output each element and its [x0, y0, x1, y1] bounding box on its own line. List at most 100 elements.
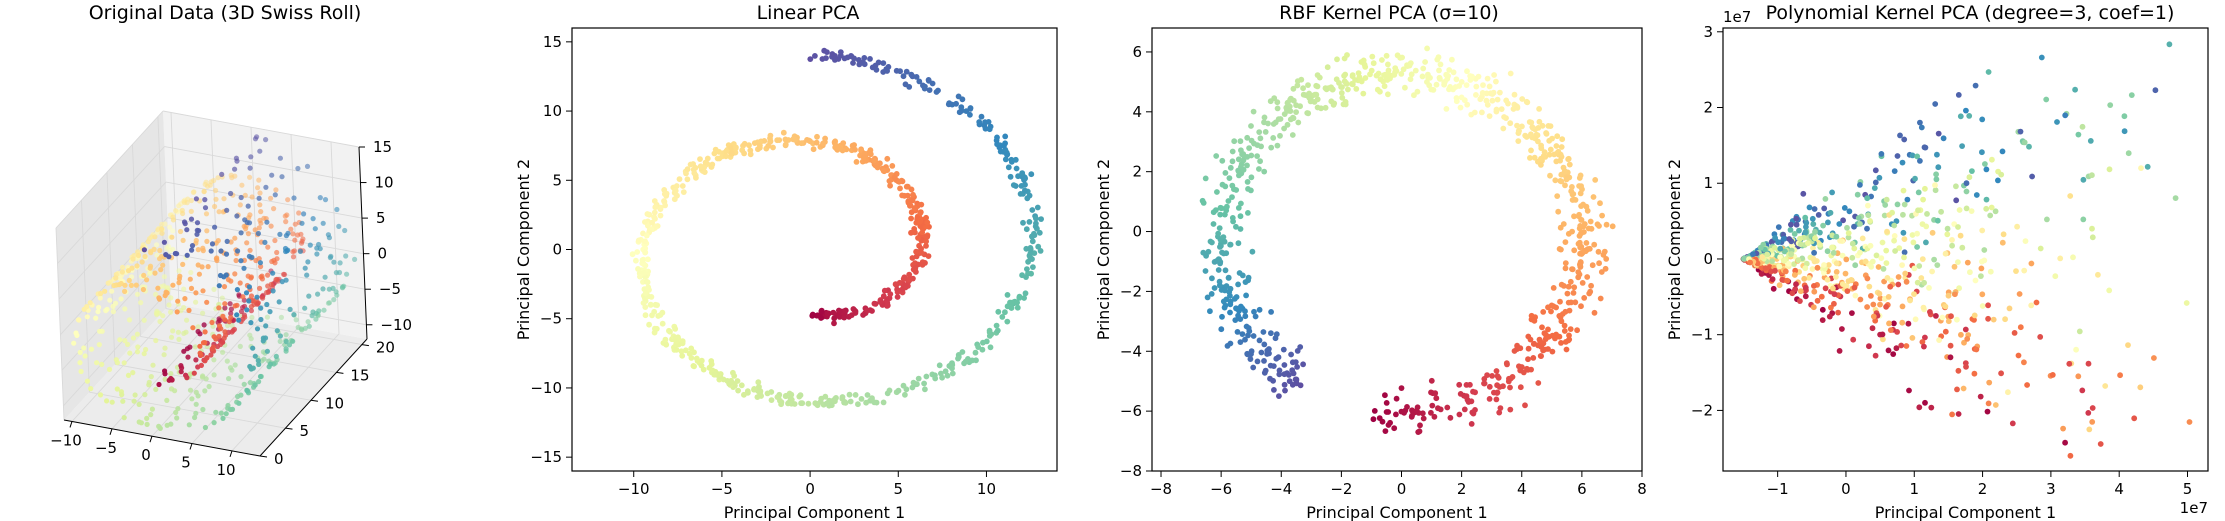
- data-point: [1324, 64, 1331, 71]
- data-point: [1224, 203, 1230, 210]
- data-point: [312, 226, 318, 232]
- data-point: [1963, 188, 1970, 195]
- data-point: [780, 129, 787, 136]
- data-point: [2024, 382, 2030, 388]
- data-point: [1839, 252, 1846, 259]
- data-point: [652, 215, 658, 222]
- data-point: [1538, 162, 1544, 168]
- data-point: [1550, 285, 1557, 291]
- data-point: [2086, 426, 2093, 433]
- data-point: [1370, 60, 1377, 67]
- data-point: [1220, 234, 1227, 241]
- data-point: [306, 293, 312, 299]
- data-point: [263, 137, 269, 143]
- data-point: [127, 350, 133, 356]
- data-point: [172, 250, 178, 257]
- data-point: [1985, 69, 1992, 75]
- data-point: [99, 361, 105, 367]
- data-point: [1494, 382, 1500, 389]
- data-point: [908, 215, 914, 222]
- data-point: [1562, 239, 1569, 246]
- data-point: [1586, 245, 1593, 252]
- data-point: [1963, 363, 1969, 370]
- data-point: [1964, 336, 1971, 342]
- data-point: [1570, 191, 1577, 197]
- data-point: [1245, 210, 1251, 216]
- data-point: [1202, 268, 1209, 274]
- data-point: [274, 249, 280, 256]
- data-point: [662, 202, 668, 209]
- data-point: [2080, 176, 2087, 183]
- data-point: [1878, 255, 1885, 261]
- data-point: [1271, 95, 1278, 102]
- data-point: [221, 284, 228, 290]
- data-point: [1955, 367, 1962, 374]
- data-point: [258, 274, 264, 280]
- data-point: [1602, 265, 1609, 272]
- data-point: [1864, 195, 1871, 202]
- data-point: [197, 343, 203, 349]
- data-point: [1557, 224, 1564, 231]
- data-point: [1257, 158, 1263, 165]
- data-point: [978, 113, 985, 120]
- data-point: [189, 247, 195, 253]
- data-point: [2085, 410, 2092, 416]
- data-point: [999, 314, 1006, 320]
- data-point: [1981, 257, 1988, 264]
- data-point: [1028, 171, 1035, 178]
- data-point: [1497, 89, 1503, 96]
- data-point: [1274, 142, 1281, 149]
- data-point: [1515, 138, 1522, 145]
- data-point: [2014, 223, 2020, 230]
- data-point: [642, 290, 649, 296]
- data-point: [938, 370, 944, 377]
- data-point: [188, 197, 194, 204]
- data-point: [757, 142, 763, 149]
- data-point: [75, 317, 82, 323]
- data-point: [1383, 52, 1390, 59]
- data-point: [861, 154, 867, 161]
- data-point: [1225, 275, 1232, 281]
- data-point: [118, 296, 124, 302]
- data-point: [1587, 218, 1594, 225]
- data-point: [1313, 82, 1320, 89]
- data-point: [629, 251, 636, 258]
- data-point: [1219, 157, 1226, 164]
- data-point: [942, 368, 949, 375]
- data-point: [283, 332, 289, 338]
- data-point: [1231, 186, 1237, 193]
- data-point: [1235, 156, 1242, 163]
- y-tick-mark: [361, 344, 369, 347]
- data-point: [1345, 86, 1351, 93]
- data-point: [1471, 109, 1478, 116]
- data-point: [1446, 86, 1452, 93]
- data-point: [1870, 301, 1877, 308]
- data-point: [1956, 285, 1962, 292]
- data-point: [758, 393, 764, 399]
- data-point: [1571, 247, 1578, 254]
- data-point: [1261, 369, 1268, 376]
- data-point: [113, 275, 119, 281]
- data-point: [884, 155, 891, 162]
- data-point: [967, 111, 973, 118]
- data-point: [246, 298, 252, 304]
- grid-line: [165, 181, 363, 219]
- data-point: [1882, 202, 1889, 208]
- data-point: [1219, 181, 1226, 188]
- data-point: [1237, 339, 1244, 345]
- data-point: [1322, 85, 1329, 92]
- data-point: [644, 279, 651, 286]
- data-point: [1959, 143, 1965, 150]
- data-point: [1233, 223, 1239, 230]
- data-point: [881, 287, 888, 294]
- data-point: [900, 73, 907, 80]
- data-point: [1797, 288, 1804, 295]
- data-point: [150, 362, 156, 368]
- data-point: [994, 134, 1000, 141]
- data-point: [162, 292, 168, 299]
- data-point: [923, 373, 930, 380]
- data-point: [1872, 167, 1879, 174]
- data-point: [2070, 254, 2076, 261]
- data-point: [1966, 174, 1973, 181]
